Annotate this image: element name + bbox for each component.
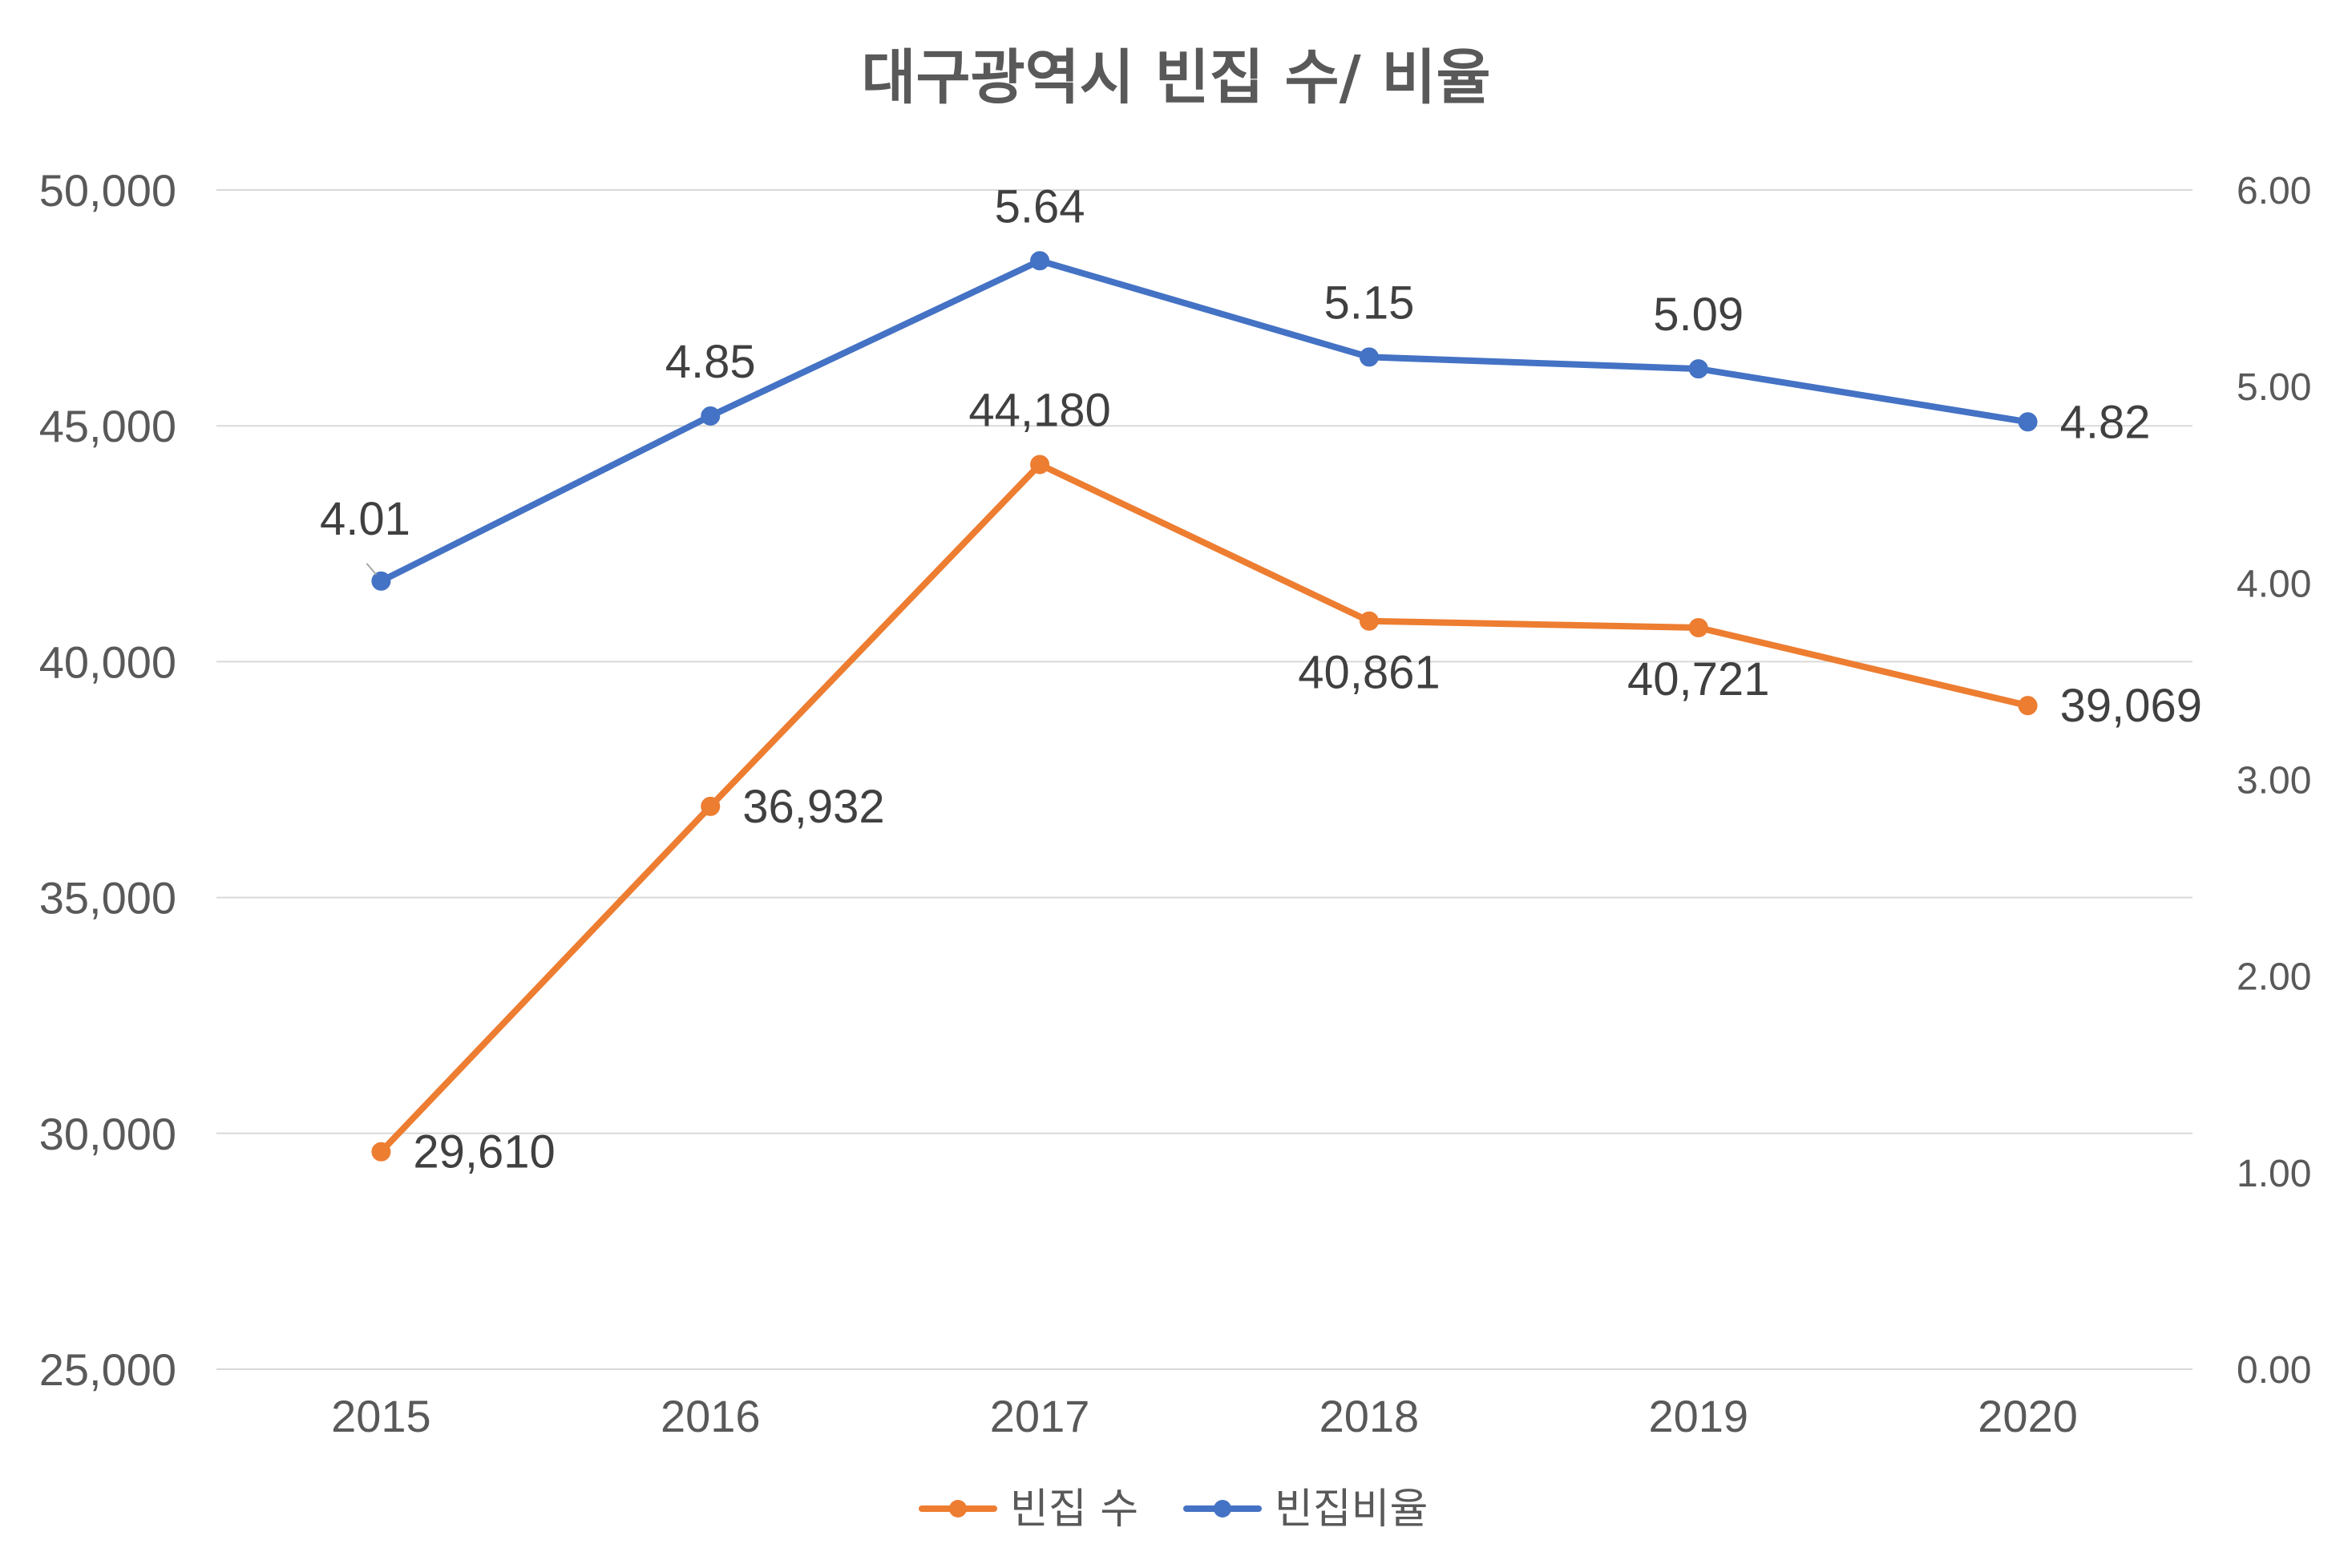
- vacant-ratio-point: [1360, 348, 1378, 366]
- leader-line: [366, 564, 376, 575]
- vacant-count-data-label: 39,069: [2060, 680, 2202, 732]
- vacant-ratio-data-label: 4.85: [665, 336, 756, 388]
- x-tick-label: 2016: [661, 1391, 761, 1441]
- legend-label: 빈집비율: [1275, 1485, 1428, 1534]
- right-tick-label: 5.00: [2237, 366, 2311, 409]
- right-tick-label: 1.00: [2237, 1153, 2311, 1195]
- x-tick-label: 2019: [1648, 1391, 1748, 1441]
- left-tick-label: 30,000: [39, 1109, 176, 1159]
- right-tick-label: 0.00: [2237, 1349, 2311, 1392]
- series-lines: [381, 261, 2027, 1151]
- legend-swatch-marker: [949, 1500, 967, 1517]
- left-tick-label: 50,000: [39, 165, 176, 216]
- left-tick-label: 25,000: [39, 1344, 176, 1395]
- x-axis: 2015 2016 2017 2018 2019 2020: [331, 1391, 2078, 1441]
- vacant-count-point: [1360, 612, 1378, 630]
- series-vacant-count-line: [381, 464, 2027, 1151]
- vacant-ratio-data-label: 4.01: [320, 493, 410, 545]
- left-tick-label: 40,000: [39, 636, 176, 687]
- vacant-count-point: [372, 1143, 390, 1161]
- x-tick-label: 2015: [331, 1391, 431, 1441]
- vacant-count-data-label: 40,721: [1627, 653, 1769, 705]
- legend: 빈집 수 빈집비율: [922, 1485, 1428, 1534]
- series-vacant-ratio-line: [381, 261, 2027, 581]
- vacant-ratio-data-label: 5.64: [995, 180, 1085, 232]
- right-y-axis: 0.00 1.00 2.00 3.00 4.00 5.00 6.00: [2237, 170, 2311, 1392]
- x-tick-label: 2020: [1978, 1391, 2078, 1441]
- vacant-count-point: [1031, 455, 1049, 473]
- legend-swatch-marker: [1214, 1500, 1231, 1517]
- right-tick-label: 3.00: [2237, 760, 2311, 802]
- vacant-count-point: [1690, 619, 1707, 636]
- vacant-ratio-point: [372, 572, 390, 590]
- vacant-ratio-point: [1031, 252, 1049, 269]
- gridlines: [216, 190, 2192, 1369]
- vacant-count-data-label: 40,861: [1298, 647, 1440, 699]
- series-markers: [372, 252, 2036, 1160]
- vacant-count-data-label: 44,180: [968, 384, 1110, 436]
- vacant-count-point: [701, 798, 719, 815]
- legend-label: 빈집 수: [1010, 1485, 1138, 1534]
- vacant-ratio-point: [1690, 360, 1707, 378]
- legend-item-vacant-count: 빈집 수: [922, 1485, 1138, 1534]
- vacant-count-point: [2019, 697, 2037, 714]
- vacant-ratio-point: [2019, 413, 2037, 430]
- vacant-ratio-data-label: 4.82: [2060, 396, 2151, 448]
- vacant-ratio-data-label: 5.15: [1324, 277, 1414, 329]
- x-tick-label: 2017: [990, 1391, 1090, 1441]
- left-y-axis: 25,000 30,000 35,000 40,000 45,000 50,000: [39, 165, 176, 1395]
- vacant-count-data-label: 36,932: [742, 781, 884, 833]
- left-tick-label: 35,000: [39, 873, 176, 923]
- vacant-ratio-point: [701, 407, 719, 425]
- right-tick-label: 4.00: [2237, 563, 2311, 605]
- right-tick-label: 2.00: [2237, 956, 2311, 999]
- legend-item-vacant-ratio: 빈집비율: [1186, 1485, 1428, 1534]
- right-tick-label: 6.00: [2237, 170, 2311, 212]
- x-tick-label: 2018: [1319, 1391, 1420, 1441]
- chart-title: 대구광역시 빈집 수/ 비율: [861, 43, 1490, 112]
- vacant-ratio-data-label: 5.09: [1653, 289, 1744, 341]
- vacant-count-data-label: 29,610: [413, 1126, 555, 1178]
- left-tick-label: 45,000: [39, 401, 176, 451]
